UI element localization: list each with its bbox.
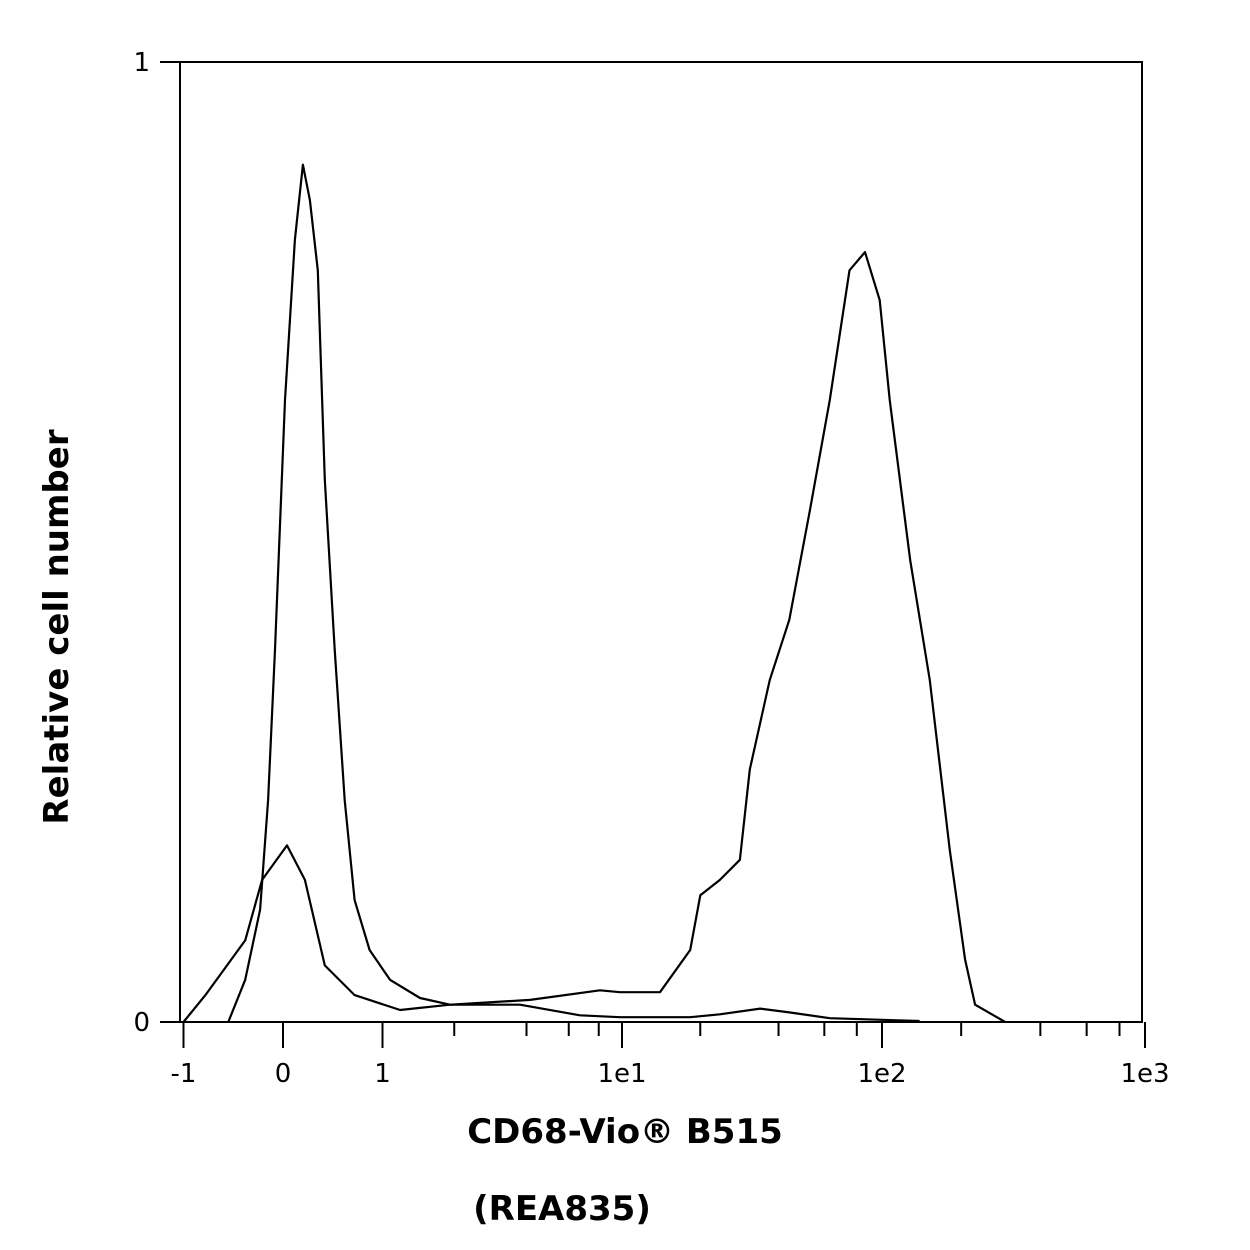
x-tick-label: 0 (275, 1059, 292, 1089)
x-tick-label: -1 (171, 1059, 197, 1089)
y-axis-title: Relative cell number (37, 429, 77, 824)
x-tick-label: 1 (374, 1059, 391, 1089)
x-tick-label: 1e2 (857, 1059, 906, 1089)
x-axis-title: CD68-Vio® B515 (467, 1112, 783, 1152)
x-tick-label: 1e1 (597, 1059, 646, 1089)
x-tick-label: 1e3 (1120, 1059, 1169, 1089)
histogram-series-1 (227, 163, 920, 1023)
y-tick-label: 0 (133, 1008, 150, 1038)
y-tick-label: 1 (133, 48, 150, 78)
plot-frame (179, 61, 1143, 1023)
x-axis-subtitle: (REA835) (473, 1189, 651, 1229)
histogram-series-2 (182, 251, 1006, 1023)
